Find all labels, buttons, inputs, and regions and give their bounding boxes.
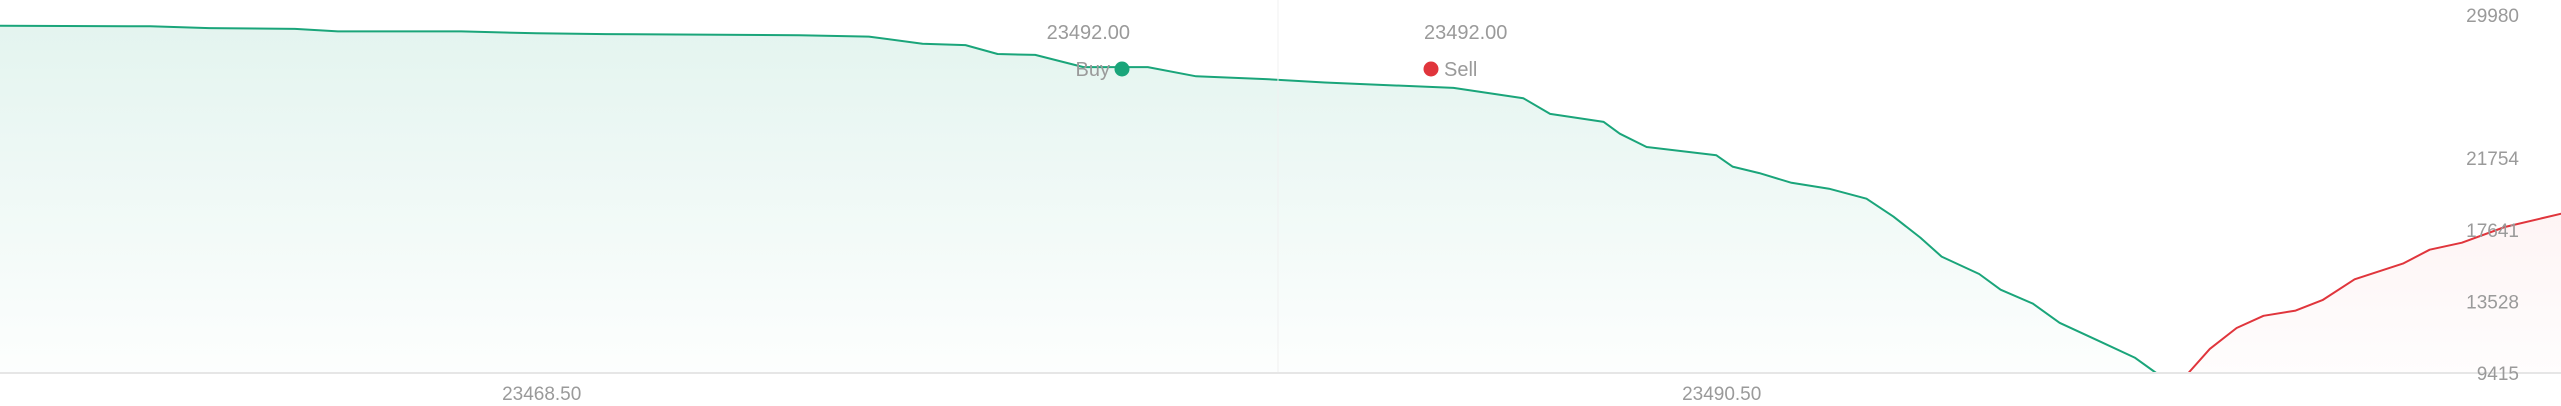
legend-sell-price: 23492.00	[1424, 22, 1507, 44]
chart-areas	[0, 25, 2561, 374]
y-tick-label: 9415	[2477, 364, 2519, 385]
legend-buy-price: 23492.00	[1047, 22, 1130, 44]
y-tick-label: 17641	[2466, 221, 2519, 242]
buy-depth-line	[0, 24, 2157, 374]
sell-depth-line	[2187, 212, 2561, 374]
y-axis-ticks: 29980 21754 17641 13528 9415	[2466, 6, 2519, 385]
legend-sell: 23492.00 Sell	[1423, 22, 1507, 81]
chart-lines	[0, 24, 2561, 374]
y-tick-label: 29980	[2466, 6, 2519, 27]
x-tick-label: 23490.50	[1682, 384, 1761, 405]
buy-depth-area	[0, 25, 2157, 374]
legend-sell-label: Sell	[1444, 59, 1477, 81]
legend-buy-label: Buy	[1076, 59, 1110, 81]
legend-sell-dot	[1423, 61, 1439, 77]
y-tick-label: 21754	[2466, 149, 2519, 170]
sell-depth-area	[2188, 213, 2561, 373]
legend-buy: 23492.00 Buy	[1047, 22, 1130, 81]
legend-buy-dot	[1114, 61, 1130, 77]
x-tick-label: 23468.50	[502, 384, 581, 405]
y-tick-label: 13528	[2466, 292, 2519, 313]
